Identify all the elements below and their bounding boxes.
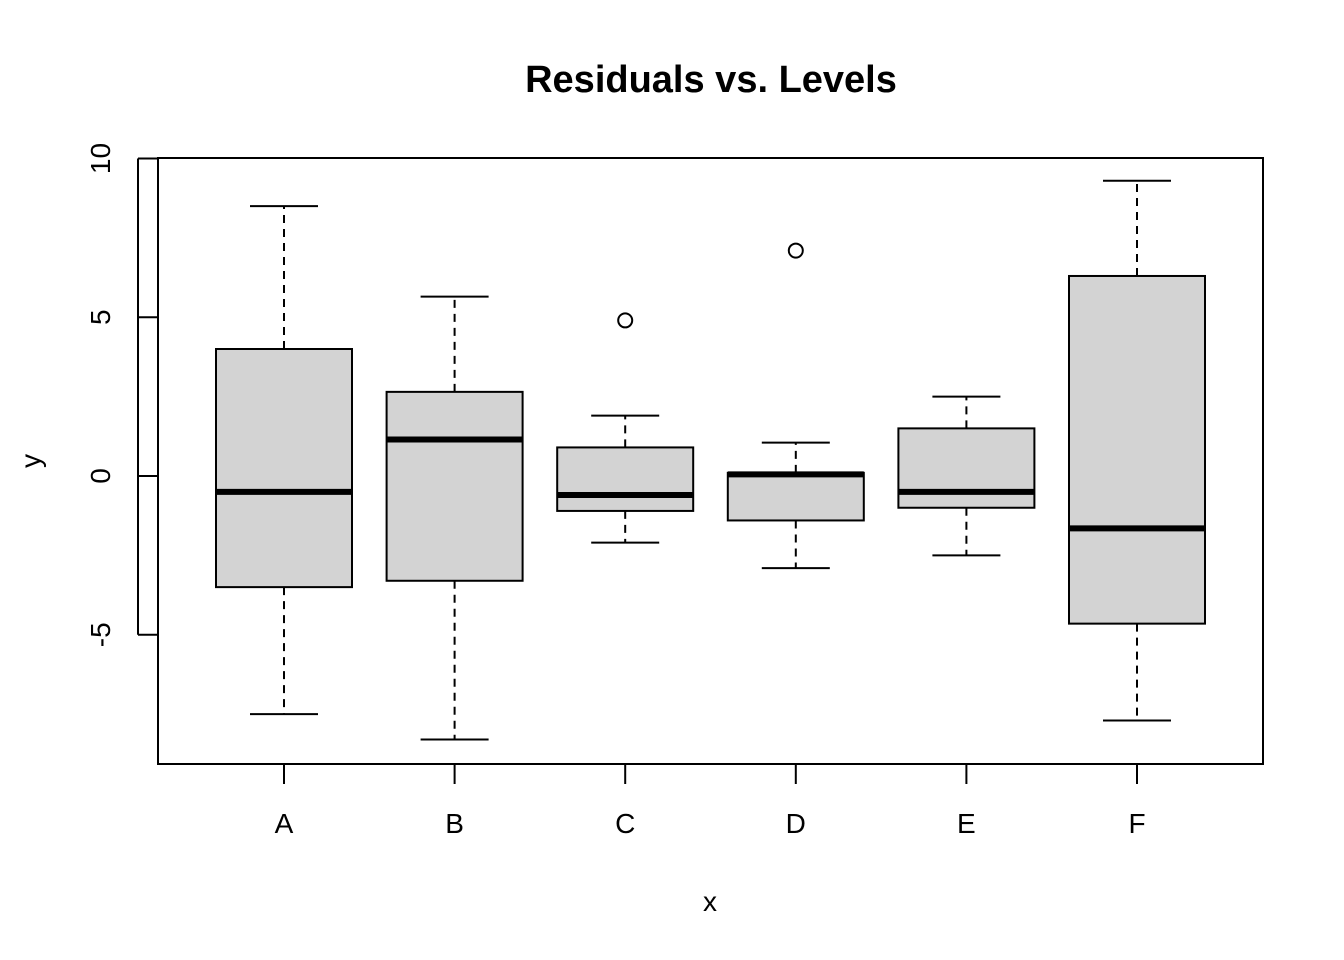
y-tick-label: 0	[85, 468, 116, 484]
x-tick-label: D	[786, 808, 806, 839]
chart-title: Residuals vs. Levels	[525, 59, 897, 101]
x-tick-label: F	[1128, 808, 1145, 839]
x-axis: A B C D E F	[275, 764, 1146, 839]
x-tick-label: E	[957, 808, 976, 839]
x-tick-label: A	[275, 808, 294, 839]
x-tick-label: C	[615, 808, 635, 839]
box-e	[897, 395, 1036, 557]
box-iqr	[726, 471, 865, 522]
y-axis: -5 0 5 10	[85, 143, 158, 647]
y-tick-label: 5	[85, 309, 116, 325]
x-axis-label: x	[703, 886, 717, 917]
x-tick-label: B	[445, 808, 464, 839]
y-axis-label: y	[15, 454, 46, 468]
y-tick-label: -5	[85, 622, 116, 647]
box-f	[1068, 179, 1206, 722]
box-b	[385, 295, 524, 741]
box-iqr	[1068, 274, 1206, 625]
box-iqr	[215, 348, 353, 589]
box-iqr	[385, 390, 524, 582]
box-iqr	[897, 427, 1036, 509]
y-tick-label: 10	[85, 143, 116, 174]
plot-frame	[157, 157, 1264, 765]
outlier-point	[787, 242, 804, 259]
box-d	[726, 242, 865, 570]
boxes-group	[215, 179, 1206, 741]
box-iqr	[556, 446, 695, 512]
box-a	[215, 205, 353, 716]
box-c	[556, 312, 695, 544]
outlier-point	[617, 312, 634, 329]
